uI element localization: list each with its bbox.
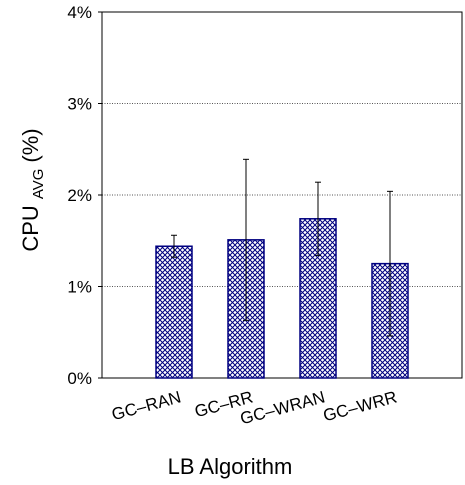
y-tick-label: 2% xyxy=(67,186,92,205)
x-axis-title: LB Algorithm xyxy=(168,454,293,479)
y-tick-label: 3% xyxy=(67,95,92,114)
plot-frame xyxy=(101,11,463,379)
y-tick-label: 0% xyxy=(67,369,92,388)
y-tick-label: 1% xyxy=(67,278,92,297)
y-axis-title-main: CPU xyxy=(18,205,43,251)
y-tick-label: 4% xyxy=(67,3,92,22)
y-axis-title: CPU AVG (%) xyxy=(18,128,47,251)
x-tick-label: GC–WRR xyxy=(321,388,399,426)
x-tick-label: GC–RAN xyxy=(110,388,183,425)
bar xyxy=(299,218,337,379)
y-axis-title-subscript: AVG xyxy=(30,169,47,200)
y-axis-title-unit: (%) xyxy=(18,128,43,162)
bar xyxy=(155,245,193,379)
